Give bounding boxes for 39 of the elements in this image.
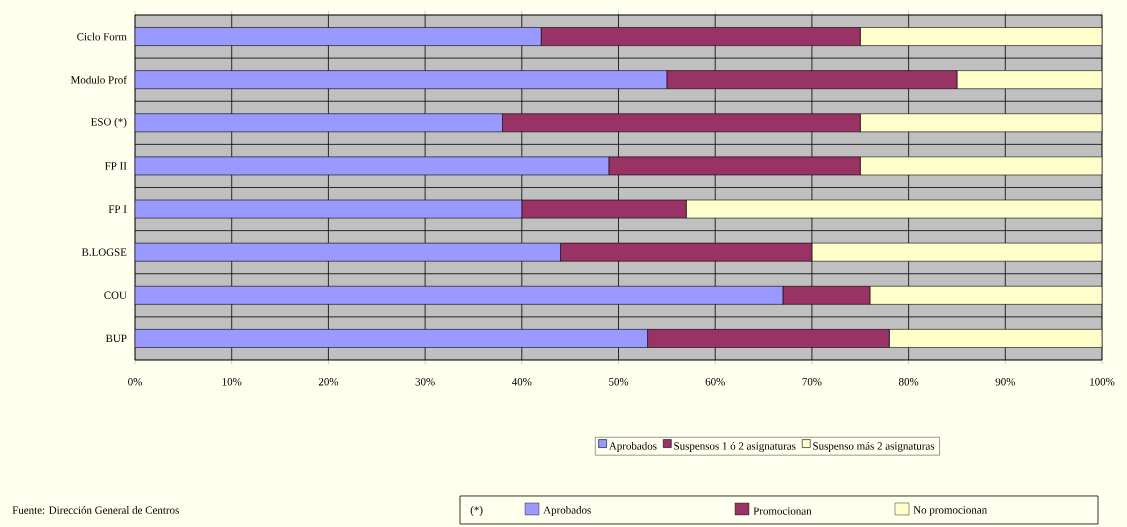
x-tick-label: 20%	[318, 378, 339, 386]
x-tick-label: 60%	[705, 378, 725, 386]
y-tick-label: COU	[104, 291, 127, 299]
x-tick-label: 50%	[609, 378, 629, 386]
bar	[135, 113, 503, 133]
y-tick-label: BUP	[105, 334, 127, 343]
text: No promocionan	[913, 506, 987, 516]
bar	[135, 70, 668, 90]
y-tick-label: FP II	[104, 162, 127, 170]
x-tick-label: 0%	[128, 378, 142, 386]
x-tick-label: 70%	[802, 378, 822, 386]
x-tick-label: 10%	[222, 378, 242, 386]
text: Aprobados	[543, 506, 591, 516]
y-tick-label: Modulo Prof	[70, 75, 127, 84]
x-tick-label: 100%	[1090, 378, 1115, 386]
bar	[859, 27, 1103, 46]
bar	[135, 242, 561, 262]
text: (*)	[470, 506, 483, 516]
x-tick-label: 90%	[995, 378, 1015, 386]
source-note: Fuente: Dirección General de Centros	[12, 506, 179, 514]
x-tick-label: 40%	[511, 378, 532, 386]
bar	[869, 285, 1103, 305]
legend-label: Suspenso más 2 asignaturas	[813, 441, 935, 452]
bar	[956, 70, 1103, 90]
x-tick-label: 80%	[898, 378, 919, 386]
bar	[135, 329, 648, 348]
legend-label: Aprobados	[609, 441, 657, 452]
y-tick-label: B.LOGSE	[81, 248, 127, 256]
legend-label: Suspensos 1 ó 2 asignaturas	[674, 441, 796, 452]
bar	[859, 113, 1103, 133]
bar	[135, 27, 542, 46]
text: Promocionan	[753, 507, 812, 515]
bar	[888, 329, 1103, 348]
y-tick-label: Ciclo Form	[77, 32, 127, 41]
x-tick-label: 30%	[415, 378, 435, 386]
y-tick-label: FP I	[108, 205, 127, 213]
bar	[811, 242, 1103, 262]
y-tick-label: ESO (*)	[91, 117, 127, 128]
bar	[135, 285, 784, 305]
